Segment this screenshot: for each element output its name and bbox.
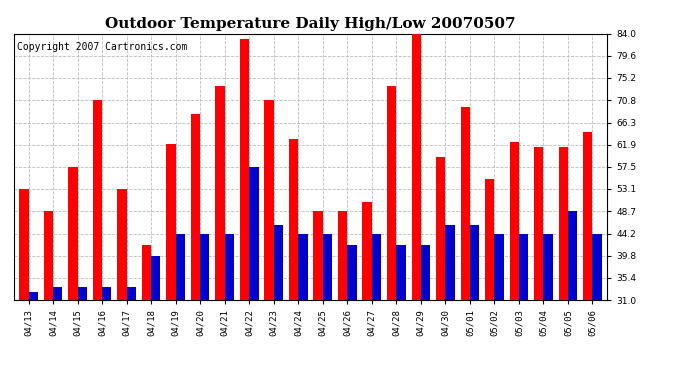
- Bar: [470, 225, 479, 300]
- Bar: [19, 189, 28, 300]
- Bar: [495, 234, 504, 300]
- Bar: [298, 234, 308, 300]
- Bar: [102, 288, 111, 300]
- Bar: [264, 100, 274, 300]
- Bar: [372, 234, 381, 300]
- Bar: [411, 34, 421, 300]
- Bar: [215, 87, 225, 300]
- Bar: [126, 288, 136, 300]
- Bar: [240, 39, 249, 300]
- Bar: [534, 147, 544, 300]
- Bar: [347, 245, 357, 300]
- Bar: [77, 288, 87, 300]
- Bar: [117, 189, 126, 300]
- Bar: [313, 211, 323, 300]
- Bar: [568, 211, 578, 300]
- Bar: [362, 202, 372, 300]
- Bar: [544, 234, 553, 300]
- Bar: [274, 225, 283, 300]
- Bar: [485, 179, 495, 300]
- Bar: [166, 144, 176, 300]
- Bar: [191, 114, 200, 300]
- Bar: [200, 234, 210, 300]
- Bar: [225, 234, 234, 300]
- Text: Copyright 2007 Cartronics.com: Copyright 2007 Cartronics.com: [17, 42, 187, 52]
- Bar: [28, 292, 38, 300]
- Bar: [43, 211, 53, 300]
- Bar: [421, 245, 430, 300]
- Bar: [142, 245, 151, 300]
- Bar: [436, 157, 445, 300]
- Bar: [323, 234, 332, 300]
- Bar: [593, 234, 602, 300]
- Bar: [289, 139, 298, 300]
- Bar: [151, 256, 161, 300]
- Bar: [583, 132, 593, 300]
- Bar: [176, 234, 185, 300]
- Bar: [519, 234, 529, 300]
- Bar: [92, 100, 102, 300]
- Bar: [53, 288, 62, 300]
- Bar: [460, 106, 470, 300]
- Bar: [68, 167, 77, 300]
- Bar: [559, 147, 568, 300]
- Bar: [510, 142, 519, 300]
- Bar: [338, 211, 347, 300]
- Bar: [445, 225, 455, 300]
- Bar: [387, 87, 396, 300]
- Bar: [396, 245, 406, 300]
- Title: Outdoor Temperature Daily High/Low 20070507: Outdoor Temperature Daily High/Low 20070…: [105, 17, 516, 31]
- Bar: [249, 167, 259, 300]
